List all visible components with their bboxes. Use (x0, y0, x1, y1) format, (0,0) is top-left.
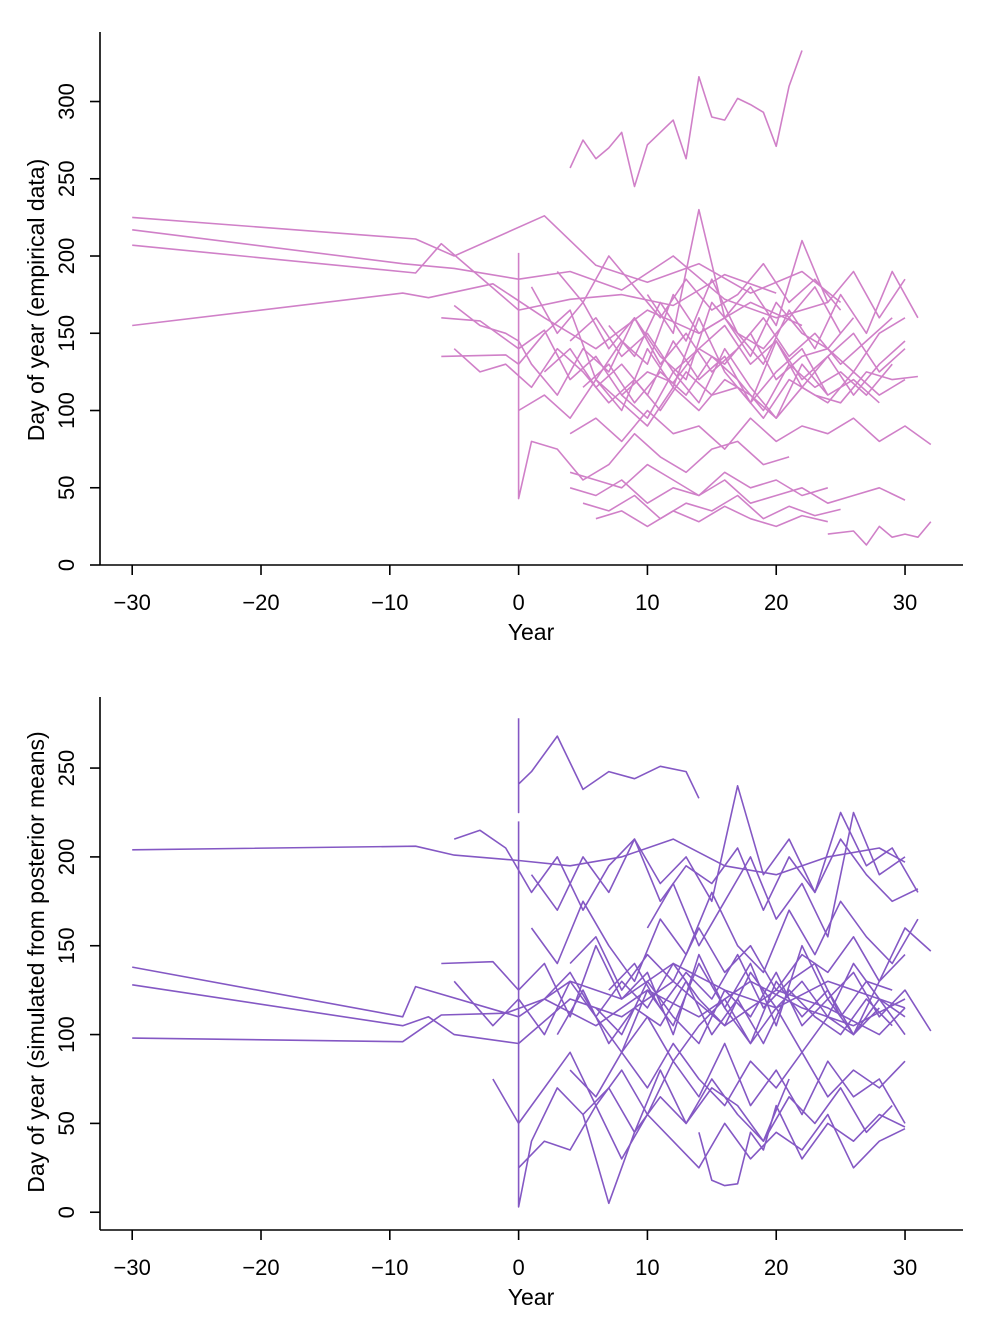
x-tick-label: −10 (371, 590, 408, 615)
series-line-4 (132, 980, 906, 1045)
x-tick-label: −20 (242, 590, 279, 615)
x-tick-label: 20 (764, 1255, 788, 1280)
y-tick-label: 0 (54, 1206, 79, 1218)
y-tick-label: 0 (54, 559, 79, 571)
series-line-13 (530, 838, 919, 912)
x-tick-label: −30 (114, 590, 151, 615)
x-axis-title: Year (508, 1284, 555, 1310)
series-line-12 (530, 891, 919, 983)
series-line-21 (595, 505, 828, 528)
series-line-1 (517, 718, 700, 814)
x-axis-title: Year (508, 619, 555, 645)
series-line-14 (556, 255, 842, 319)
series-line-20 (582, 494, 841, 520)
series-line-19 (569, 479, 906, 505)
y-axis-title: Day of year (empirical data) (23, 159, 49, 442)
series-line-15 (556, 980, 893, 1045)
series-line-18 (582, 1078, 893, 1142)
y-tick-label: 100 (54, 1016, 79, 1053)
series-line-15 (569, 316, 906, 381)
y-tick-label: 200 (54, 839, 79, 876)
series-group (132, 50, 932, 546)
tick-group: −30 −20 −10 0 10 20 30 0 50 100 150 200 250 (54, 750, 917, 1280)
series-line-23 (646, 811, 906, 947)
series-line-10 (492, 1042, 906, 1125)
series-line-7 (441, 944, 932, 1036)
series-line-25 (621, 347, 880, 420)
x-tick-label: −30 (114, 1255, 151, 1280)
series-line-1 (569, 50, 803, 188)
series-line-22 (827, 521, 932, 546)
y-tick-label: 300 (54, 83, 79, 120)
series-group (132, 718, 932, 1208)
series-line-11 (518, 1104, 906, 1169)
x-tick-label: 20 (764, 590, 788, 615)
y-tick-label: 50 (54, 476, 79, 500)
x-tick-label: 10 (635, 590, 659, 615)
series-line-14 (543, 962, 906, 1036)
series-line-2 (132, 838, 906, 876)
y-axis-title: Day of year (simulated from posterior me… (23, 731, 49, 1192)
y-tick-label: 150 (54, 315, 79, 352)
x-tick-label: 30 (893, 590, 917, 615)
bottom-panel-simulated: −30 −20 −10 0 10 20 30 0 50 100 150 200 250 Year Day… (23, 697, 963, 1310)
series-line-16 (569, 927, 906, 991)
series-line-17 (569, 1042, 906, 1107)
series-line-9 (453, 347, 918, 420)
y-tick-label: 150 (54, 927, 79, 964)
series-line-10 (517, 252, 790, 500)
series-line-26 (646, 208, 906, 335)
series-line-4 (132, 242, 777, 311)
series-line-17 (582, 355, 893, 412)
x-tick-label: 10 (635, 1255, 659, 1280)
series-line-22 (621, 927, 932, 1062)
y-tick-label: 250 (54, 160, 79, 197)
x-tick-label: 30 (893, 1255, 917, 1280)
y-tick-label: 100 (54, 392, 79, 429)
x-tick-label: 0 (512, 1255, 524, 1280)
series-line-16 (569, 409, 932, 450)
series-line-19 (595, 971, 880, 1045)
y-tick-label: 50 (54, 1111, 79, 1135)
y-tick-label: 250 (54, 750, 79, 787)
series-line-2 (132, 215, 842, 304)
series-line-8 (453, 784, 919, 912)
x-tick-label: −20 (242, 1255, 279, 1280)
y-tick-label: 200 (54, 238, 79, 275)
series-line-12 (530, 286, 893, 373)
series-line-20 (608, 953, 893, 1018)
x-tick-label: 0 (512, 590, 524, 615)
series-line-5 (132, 980, 906, 1043)
series-line-24 (608, 270, 919, 366)
x-tick-label: −10 (371, 1255, 408, 1280)
series-line-21 (698, 1104, 906, 1187)
series-line-11 (518, 371, 906, 427)
series-line-23 (595, 316, 906, 412)
